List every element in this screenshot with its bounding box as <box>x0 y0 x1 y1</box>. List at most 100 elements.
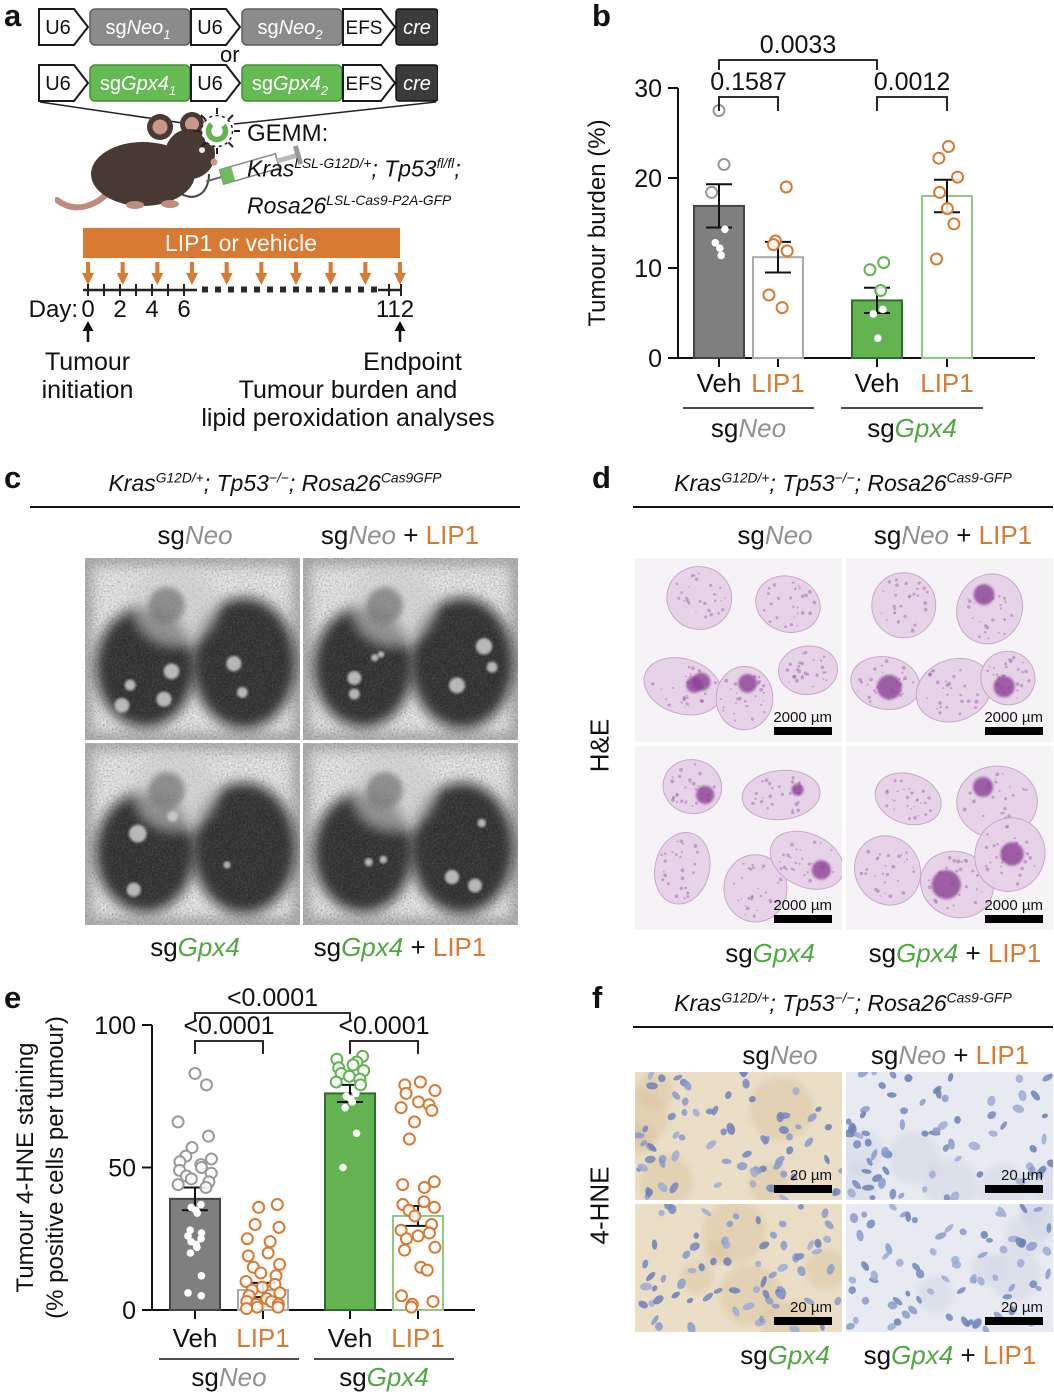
y-tick-label: 10 <box>634 255 662 283</box>
nucleus <box>653 1295 664 1305</box>
tumour-focus <box>993 676 1015 698</box>
nucleus <box>1008 1306 1016 1316</box>
nucleus <box>937 1121 948 1130</box>
tumour-focus <box>1000 842 1024 866</box>
nucleus <box>720 1128 727 1136</box>
data-point <box>705 185 719 199</box>
data-point <box>775 301 789 315</box>
scale-bar-label: 2000 µm <box>773 709 832 726</box>
nucleus <box>898 1192 905 1199</box>
nucleus <box>1002 1294 1013 1300</box>
column-label-sggpx4-lip1: sgGpx4 + LIP1 <box>868 938 1042 968</box>
4hne-side-label: 4-HNE <box>584 1166 615 1245</box>
nucleus <box>742 1302 755 1310</box>
nucleus <box>1026 1241 1038 1251</box>
data-point <box>780 244 794 258</box>
x-category-label: LIP1 <box>920 368 974 398</box>
nucleus <box>741 1072 748 1077</box>
data-point <box>425 1104 439 1117</box>
nucleus <box>640 1282 653 1291</box>
nucleus <box>682 1250 691 1259</box>
timeline-dotted <box>215 286 221 293</box>
scale-bar-label: 20 µm <box>790 1167 832 1184</box>
efs-promoter-shape <box>342 64 397 102</box>
nucleus <box>752 1285 761 1294</box>
nucleus <box>982 1325 990 1332</box>
nucleus <box>686 1297 694 1304</box>
dose-arrow-head <box>151 273 164 285</box>
sggpx4-2-label: sgGpx42 <box>252 73 329 98</box>
nucleus <box>860 1106 870 1113</box>
nucleus <box>1035 1285 1042 1291</box>
nucleus <box>807 1113 817 1123</box>
nucleus <box>698 1263 705 1272</box>
nucleus <box>901 1310 911 1319</box>
data-point <box>254 1266 268 1280</box>
data-point <box>252 1200 266 1214</box>
y-tick-label: 0 <box>648 345 662 373</box>
day-4: 4 <box>145 296 158 323</box>
nucleus <box>941 1275 950 1283</box>
nucleus <box>644 1155 656 1164</box>
lung-lobe <box>854 835 922 906</box>
nucleus <box>664 1204 673 1210</box>
u6-label: U6 <box>45 17 71 39</box>
nucleus <box>887 1301 898 1310</box>
nucleus <box>771 1303 780 1309</box>
nucleus <box>642 1125 649 1133</box>
column-label-sggpx4: sgGpx4 <box>740 1340 830 1370</box>
significance-bracket <box>876 96 948 111</box>
nucleus <box>815 1106 822 1112</box>
nucleus <box>1000 1121 1008 1130</box>
x-category-label: LIP1 <box>751 368 805 398</box>
panel-d-label: d <box>592 460 611 495</box>
data-point <box>779 180 793 194</box>
p-value-label: <0.0001 <box>338 1012 429 1040</box>
column-label-sgneo-lip1: sgNeo + LIP1 <box>320 520 480 550</box>
mouse-foot <box>126 201 144 209</box>
p-value-label: <0.0001 <box>227 984 318 1012</box>
data-point <box>346 1058 360 1072</box>
timeline-dotted <box>241 286 247 293</box>
p-value-label: 0.1587 <box>710 68 786 96</box>
nucleus <box>795 1124 802 1130</box>
nucleus <box>658 1155 667 1164</box>
he-side-label: H&E <box>584 718 615 773</box>
lung-lobe <box>715 666 774 731</box>
nucleus <box>859 1111 867 1119</box>
nucleus <box>765 1296 774 1305</box>
column-label-sgneo-lip1: sgNeo + LIP1 <box>873 520 1033 550</box>
nucleus <box>755 1216 761 1225</box>
efs-label: EFS <box>346 18 383 39</box>
nucleus <box>885 1243 893 1255</box>
data-point <box>426 1294 440 1308</box>
cre-label: cre <box>403 73 431 95</box>
nucleus <box>658 1209 665 1217</box>
construct-row-sgneo: U6 sgNeo1 U6 sgNeo2 EFS cre <box>38 8 438 46</box>
nucleus <box>660 1274 667 1283</box>
nucleus <box>780 1240 788 1251</box>
scale-bar <box>774 1185 832 1193</box>
dose-arrow-head <box>255 273 268 285</box>
nucleus <box>655 1322 663 1331</box>
nucleus <box>968 1141 981 1151</box>
y-tick-label: 0 <box>122 1297 136 1325</box>
nucleus <box>681 1097 689 1106</box>
nucleus <box>669 1182 679 1194</box>
4hne-staining-chart: 0 50 100 Tumour 4-HNE staining (% positive c… <box>12 984 475 1392</box>
data-point <box>329 1075 343 1089</box>
timeline-dotted <box>228 286 234 293</box>
sgneo1-label: sgNeo1 <box>105 17 170 42</box>
nucleus <box>1018 1238 1027 1247</box>
nucleus <box>811 1248 823 1255</box>
nucleus <box>861 1168 872 1174</box>
data-point <box>352 1129 361 1138</box>
nucleus <box>969 1273 977 1284</box>
nucleus <box>878 1177 886 1189</box>
nucleus <box>866 1157 873 1166</box>
nucleus <box>777 1263 788 1272</box>
data-point <box>348 1098 357 1106</box>
day-112: 112 <box>376 296 414 323</box>
nucleus <box>671 1150 680 1162</box>
